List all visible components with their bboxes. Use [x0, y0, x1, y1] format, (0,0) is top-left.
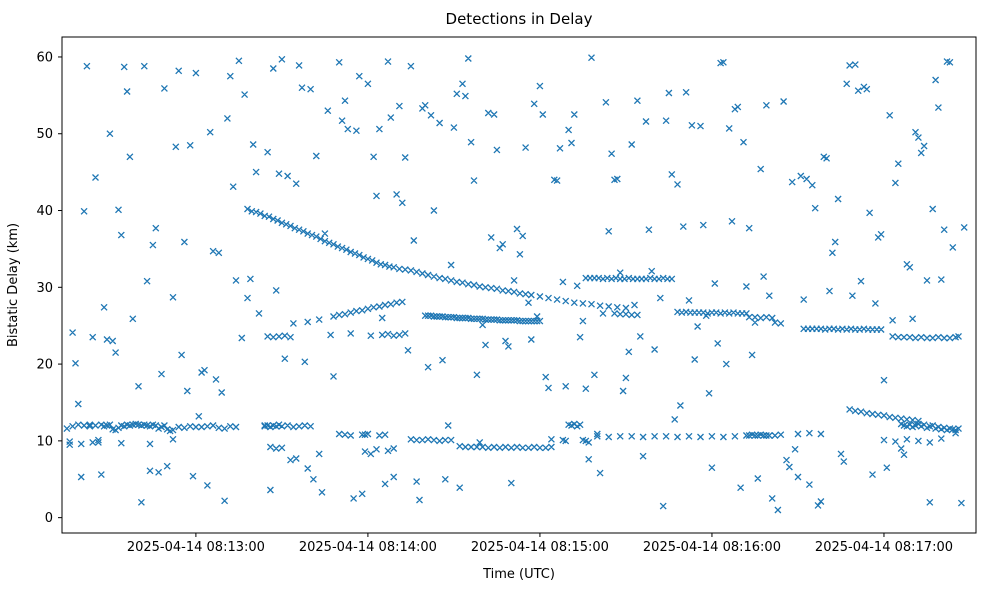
- x-tick-label: 2025-04-14 08:14:00: [299, 540, 437, 555]
- chart-title: Detections in Delay: [446, 10, 593, 28]
- x-tick-label: 2025-04-14 08:16:00: [643, 540, 781, 555]
- series-low-band-misc: [66, 420, 825, 472]
- plot-area: [61, 36, 977, 534]
- y-ticks: 0 10 20 30 40 50 60: [36, 50, 62, 526]
- x-tick-label: 2025-04-14 08:17:00: [815, 540, 953, 555]
- series-band-24-6km: [800, 325, 885, 333]
- y-tick-label: 10: [36, 434, 53, 449]
- scatter-points: [63, 54, 968, 514]
- series-band-12km-early: [63, 420, 315, 435]
- y-tick-label: 30: [36, 281, 53, 296]
- series-band-31km: [582, 274, 676, 283]
- series-cluster-24km: [264, 329, 409, 341]
- series-end-low-cluster: [880, 420, 962, 446]
- y-axis-label: Bistatic Delay (km): [6, 223, 21, 347]
- x-ticks: 2025-04-14 08:13:00 2025-04-14 08:14:00 20…: [127, 533, 953, 555]
- series-ascending-track: [330, 298, 406, 320]
- y-tick-label: 20: [36, 358, 53, 373]
- x-axis-label: Time (UTC): [482, 567, 555, 582]
- y-tick-label: 50: [36, 127, 53, 142]
- series-clutter: [66, 54, 968, 514]
- y-tick-label: 0: [45, 511, 53, 526]
- x-tick-label: 2025-04-14 08:15:00: [471, 540, 609, 555]
- series-band-23-5km: [889, 332, 960, 342]
- series-band-26km: [421, 309, 641, 325]
- y-tick-label: 60: [36, 50, 53, 65]
- y-tick-label: 40: [36, 204, 53, 219]
- x-tick-label: 2025-04-14 08:13:00: [127, 540, 265, 555]
- series-descending-track-low: [846, 405, 922, 425]
- series-main-descending-track: [244, 205, 630, 312]
